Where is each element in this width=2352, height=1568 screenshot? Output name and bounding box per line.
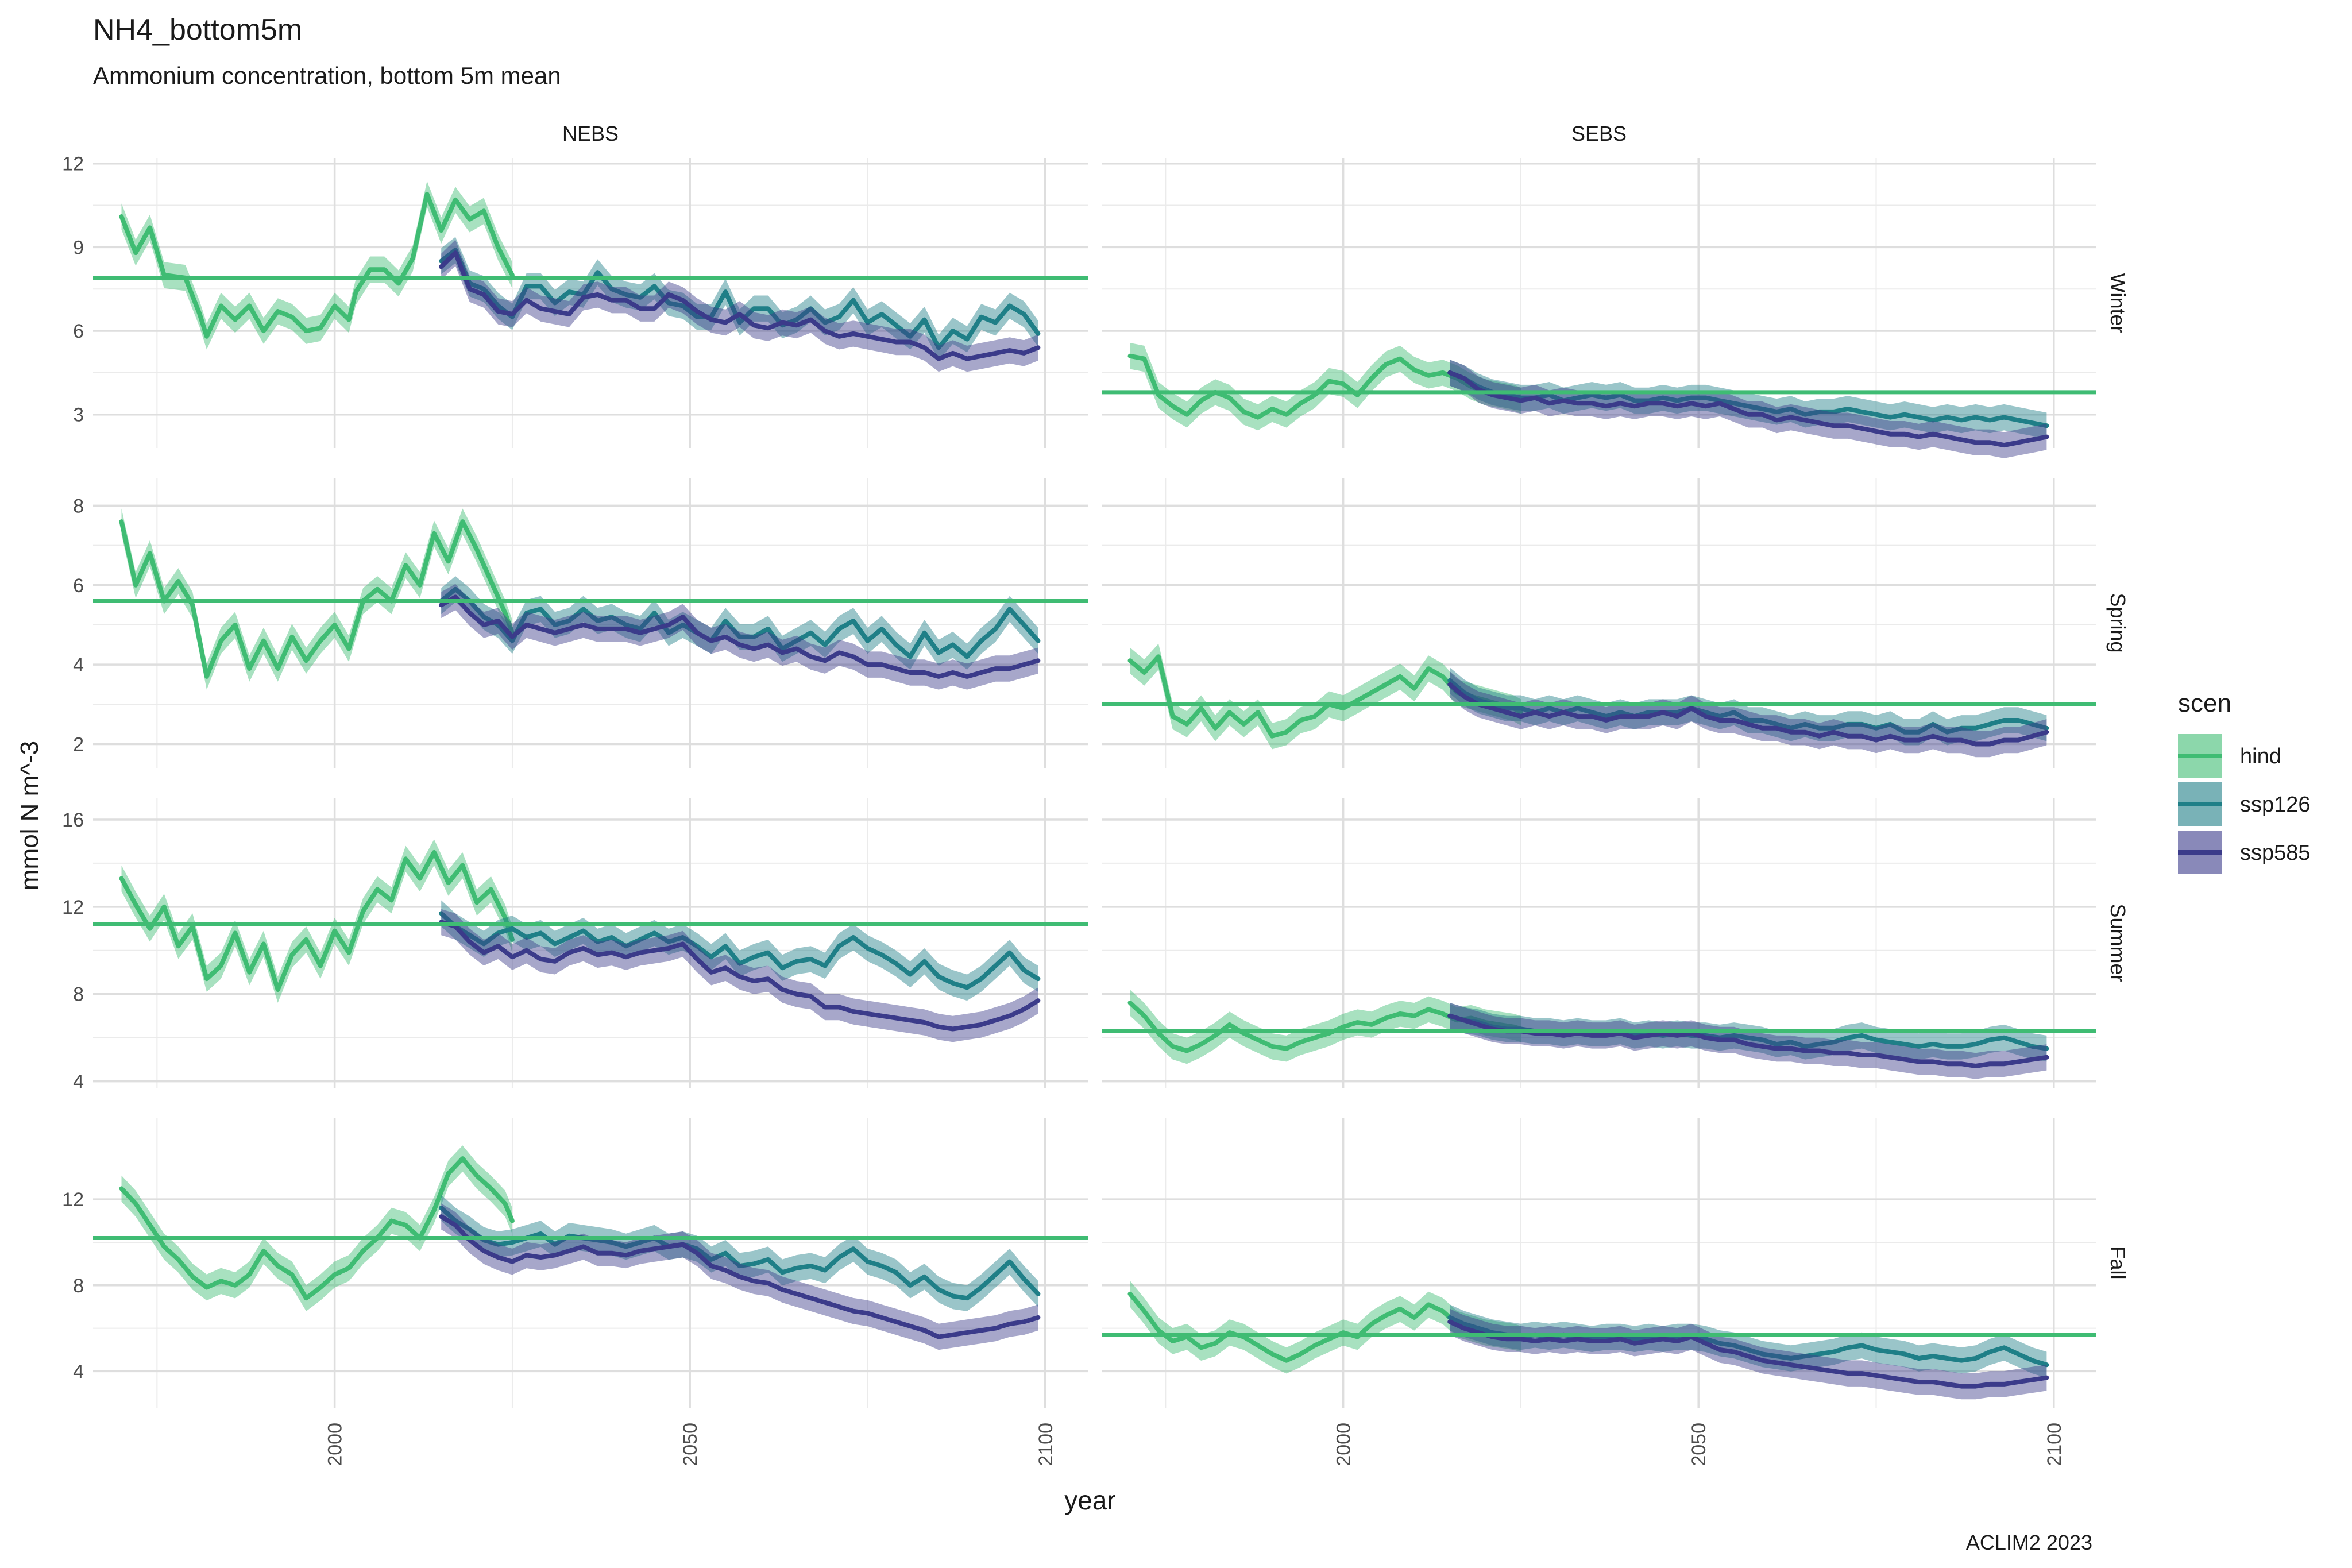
ribbon-ssp126-nebs-winter [441, 237, 1038, 361]
series-line-ssp126-nebs-spring [439, 586, 1041, 659]
legend-key-ssp126 [2178, 782, 2222, 826]
ribbon-ssp126-nebs-spring [441, 576, 1038, 670]
facet-row-label-summer: Summer [2106, 903, 2130, 982]
series-line-hind-sebs-winter [1127, 353, 1523, 420]
legend-label-ssp585: ssp585 [2240, 841, 2311, 865]
y-tick-label-summer: 16 [62, 809, 84, 831]
y-tick-label-fall: 12 [62, 1189, 84, 1211]
series-line-ssp126-sebs-winter [1447, 370, 2049, 428]
ribbon-hind-sebs-summer [1130, 990, 1521, 1064]
legend-title: scen [2178, 689, 2231, 717]
legend-item-ssp585: ssp585 [2178, 831, 2311, 879]
series-line-ssp585-sebs-summer [1447, 1013, 2049, 1068]
x-tick-label-nebs: 2000 [325, 1423, 346, 1466]
facet-row-label-fall: Fall [2106, 1246, 2130, 1279]
series-line-hind-nebs-summer [119, 849, 515, 992]
legend-key-hind [2178, 734, 2222, 778]
ribbon-ssp585-nebs-winter [441, 240, 1038, 372]
y-tick-label-summer: 12 [62, 897, 84, 918]
y-tick-label-winter: 6 [73, 320, 84, 342]
y-tick-label-spring: 8 [73, 495, 84, 517]
y-tick-label-summer: 4 [73, 1071, 84, 1093]
series-line-ssp585-nebs-spring [439, 594, 1041, 679]
facet-row-label-spring: Spring [2106, 593, 2130, 652]
series-line-ssp585-nebs-fall [439, 1214, 1041, 1339]
x-tick-label-nebs: 2050 [679, 1423, 701, 1466]
ribbon-ssp126-sebs-winter [1450, 360, 2047, 439]
y-tick-label-winter: 3 [73, 404, 84, 426]
series-line-hind-nebs-winter [119, 192, 515, 339]
series-line-hind-nebs-fall [119, 1156, 515, 1301]
series-line-hind-nebs-spring [119, 519, 515, 679]
x-tick-label-sebs: 2100 [2044, 1423, 2065, 1466]
series-line-ssp585-sebs-winter [1447, 370, 2049, 448]
series-line-ssp585-nebs-winter [439, 250, 1041, 361]
y-tick-label-summer: 8 [73, 984, 84, 1006]
y-tick-label-spring: 2 [73, 733, 84, 755]
legend-label-hind: hind [2240, 744, 2281, 768]
ribbon-hind-sebs-fall [1130, 1281, 1521, 1374]
y-tick-label-spring: 4 [73, 654, 84, 676]
legend-label-ssp126: ssp126 [2240, 793, 2311, 817]
x-tick-label-sebs: 2050 [1688, 1423, 1710, 1466]
ribbon-ssp126-nebs-fall [441, 1195, 1038, 1311]
legend: scen hind ssp126 ssp585 [2178, 689, 2311, 879]
legend-item-ssp126: ssp126 [2178, 782, 2311, 831]
ribbon-ssp126-sebs-fall [1450, 1304, 2047, 1378]
y-tick-label-spring: 6 [73, 575, 84, 597]
series-line-ssp585-sebs-spring [1447, 682, 2049, 747]
ribbon-ssp585-nebs-spring [441, 584, 1038, 690]
y-tick-label-fall: 8 [73, 1275, 84, 1297]
chart-caption: ACLIM2 2023 [1965, 1531, 2092, 1554]
chart-subtitle: Ammonium concentration, bottom 5m mean [93, 62, 561, 89]
ribbon-hind-nebs-summer [121, 839, 512, 1003]
series-line-ssp126-nebs-winter [439, 248, 1041, 350]
series-line-ssp126-sebs-spring [1447, 678, 2049, 735]
ribbon-hind-sebs-spring [1130, 643, 1521, 750]
series-line-ssp126-nebs-fall [439, 1206, 1041, 1301]
y-tick-label-winter: 9 [73, 237, 84, 258]
chart-title: NH4_bottom5m [93, 13, 303, 47]
legend-item-hind: hind [2178, 734, 2281, 782]
facet-col-label-sebs: SEBS [1571, 122, 1627, 145]
series-line-ssp126-nebs-summer [439, 911, 1041, 990]
ribbon-ssp585-sebs-spring [1450, 671, 2047, 758]
facet-row-label-winter: Winter [2106, 273, 2130, 333]
series-line-ssp585-nebs-summer [439, 920, 1041, 1032]
x-tick-label-sebs: 2000 [1333, 1423, 1355, 1466]
series-line-ssp585-sebs-fall [1447, 1319, 2049, 1389]
ribbon-hind-nebs-fall [121, 1145, 512, 1311]
x-tick-label-nebs: 2100 [1035, 1423, 1057, 1466]
y-tick-label-winter: 12 [62, 153, 84, 175]
x-axis-label: year [1064, 1485, 1116, 1515]
facet-col-label-nebs: NEBS [562, 122, 619, 145]
y-tick-label-fall: 4 [73, 1361, 84, 1382]
legend-key-ssp585 [2178, 831, 2222, 874]
